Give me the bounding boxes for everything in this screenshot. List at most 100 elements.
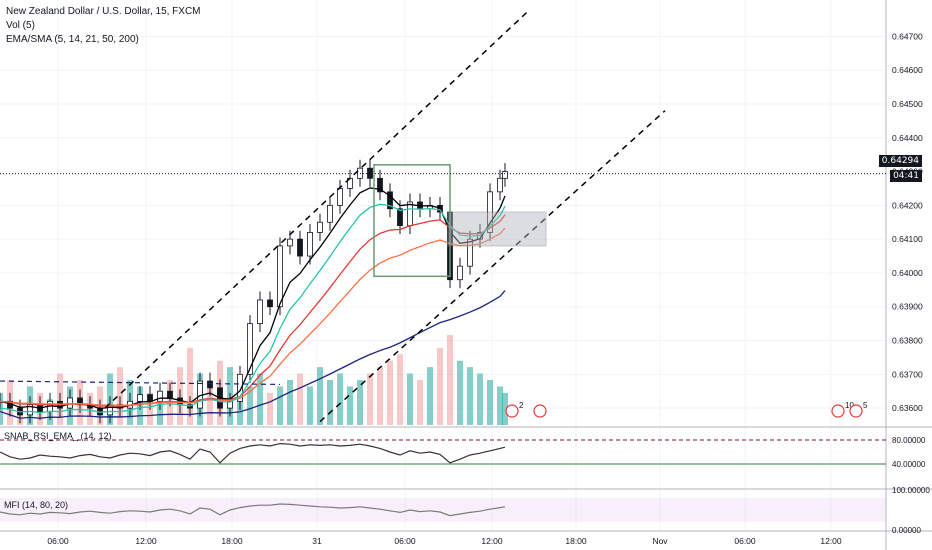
event-flag-icon[interactable] xyxy=(831,404,845,418)
mfi-line xyxy=(0,503,506,517)
volume-bar xyxy=(417,380,423,425)
mfi-axis-label: 100.00000 xyxy=(892,486,930,495)
time-tick-label: 06:00 xyxy=(394,536,416,546)
volume-bar xyxy=(117,367,123,425)
price-tick-label: 0.63600 xyxy=(892,403,923,413)
candle-body xyxy=(407,201,413,227)
zone-rectangle[interactable] xyxy=(447,211,547,247)
volume-bar xyxy=(357,380,363,425)
volume-bar xyxy=(497,386,503,425)
mfi-pane-label[interactable]: MFI (14, 80, 20) xyxy=(4,500,69,510)
volume-bar xyxy=(347,386,353,425)
time-tick-label: 12:00 xyxy=(820,536,842,546)
volume-bar xyxy=(317,367,323,425)
sma-200-line xyxy=(0,290,506,419)
rsi-axis-label: 80.00000 xyxy=(892,436,926,445)
event-flag-icon[interactable] xyxy=(533,404,547,418)
volume-bar xyxy=(367,373,373,425)
candle-body xyxy=(487,191,493,233)
rsi-line xyxy=(0,442,506,464)
volume-bar xyxy=(397,354,403,425)
support-dashed-line xyxy=(0,380,281,386)
volume-bar xyxy=(297,373,303,425)
candle-body xyxy=(167,390,173,399)
volume-bar xyxy=(337,373,343,425)
volume-bar xyxy=(327,380,333,425)
candle-body xyxy=(457,265,463,281)
price-tick-label: 0.63700 xyxy=(892,369,923,379)
candle-body xyxy=(397,208,403,227)
time-tick-label: Nov xyxy=(652,536,668,546)
time-tick-label: 31 xyxy=(312,536,322,546)
candle-body xyxy=(297,238,303,257)
volume-bar xyxy=(257,373,263,425)
volume-bar xyxy=(207,386,213,425)
volume-bar xyxy=(502,392,508,425)
countdown-badge: 04:41 xyxy=(890,170,922,182)
event-count-label: 10 xyxy=(845,401,854,410)
volume-bar xyxy=(447,335,453,425)
price-tick-label: 0.64100 xyxy=(892,234,923,244)
volume-bar xyxy=(387,360,393,425)
ema-50-line xyxy=(0,203,506,414)
volume-bar xyxy=(277,386,283,425)
last-price-badge: 0.64294 xyxy=(878,155,922,167)
ema-21-line xyxy=(0,227,506,406)
event-count-label: 5 xyxy=(863,401,868,410)
candle-body xyxy=(377,177,383,193)
price-tick-label: 0.64500 xyxy=(892,99,923,109)
price-tick-label: 0.63800 xyxy=(892,336,923,346)
event-flag-icon[interactable] xyxy=(505,404,519,418)
candle-body xyxy=(287,238,293,247)
volume-bar xyxy=(377,367,383,425)
candle-body xyxy=(237,373,243,402)
price-tick-label: 0.64200 xyxy=(892,200,923,210)
candle-body xyxy=(337,188,343,206)
candle-body xyxy=(147,394,153,402)
volume-bar xyxy=(467,367,473,425)
event-count-label: 2 xyxy=(519,401,524,410)
time-tick-label: 18:00 xyxy=(565,536,587,546)
time-tick-label: 18:00 xyxy=(221,536,243,546)
candle-body xyxy=(277,245,283,308)
rsi-axis-label: 40.00000 xyxy=(892,460,926,469)
candle-body xyxy=(207,380,213,389)
candle-body xyxy=(227,400,233,409)
price-tick-label: 0.64400 xyxy=(892,133,923,143)
candle-body xyxy=(247,323,253,375)
candle-body xyxy=(257,299,263,325)
volume-bar xyxy=(307,386,313,425)
mfi-band-fill xyxy=(0,498,886,522)
candle-body xyxy=(387,191,393,210)
volume-bar xyxy=(247,386,253,425)
channel-lower-line xyxy=(319,110,666,423)
volume-bar xyxy=(437,347,443,425)
candle-body xyxy=(157,390,163,402)
volume-bar xyxy=(487,380,493,425)
volume-legend[interactable]: Vol (5) xyxy=(6,20,35,31)
ma-legend[interactable]: EMA/SMA (5, 14, 21, 50, 200) xyxy=(6,34,139,45)
candle-body xyxy=(467,238,473,267)
volume-bar xyxy=(407,373,413,425)
price-tick-label: 0.64700 xyxy=(892,31,923,41)
price-tick-label: 0.64000 xyxy=(892,268,923,278)
volume-bar xyxy=(287,380,293,425)
candle-body xyxy=(502,171,508,179)
time-tick-label: 12:00 xyxy=(135,536,157,546)
channel-upper-line xyxy=(104,8,531,409)
volume-bar xyxy=(267,392,273,425)
candle-body xyxy=(137,394,143,402)
price-tick-label: 0.63900 xyxy=(892,302,923,312)
event-flag-icon[interactable] xyxy=(849,404,863,418)
symbol-title[interactable]: New Zealand Dollar / U.S. Dollar, 15, FX… xyxy=(6,6,201,17)
mfi-axis-label: 0.00000 xyxy=(892,526,921,535)
candle-body xyxy=(27,404,33,416)
volume-bar xyxy=(477,373,483,425)
highlight-box[interactable] xyxy=(373,164,451,278)
rsi-pane-label[interactable]: SNAB_RSI_EMA_ (14, 12) xyxy=(4,431,112,441)
price-tick-label: 0.64600 xyxy=(892,65,923,75)
volume-bar xyxy=(457,360,463,425)
time-tick-label: 06:00 xyxy=(734,536,756,546)
